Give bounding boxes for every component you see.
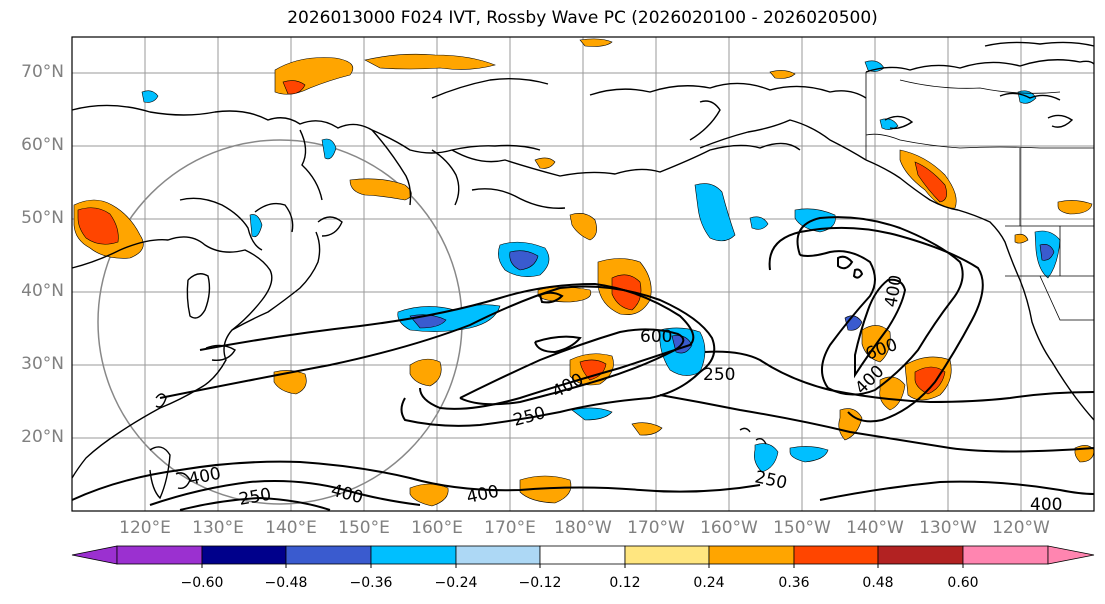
colorbar-bin	[877, 545, 964, 565]
figure-title: 2026013000 F024 IVT, Rossby Wave PC (202…	[287, 8, 878, 28]
colorbar-tick-label: 0.24	[693, 575, 725, 591]
anomaly-patch	[579, 38, 613, 47]
anomaly-patch	[571, 407, 613, 421]
lon-label: 120°W	[992, 518, 1050, 538]
lon-label: 130°E	[192, 518, 244, 538]
colorbar-bin	[708, 545, 795, 565]
colorbar-tick-label: 0.36	[778, 575, 810, 591]
anomaly-patch	[789, 446, 829, 463]
anomaly-patch	[77, 207, 119, 245]
gridlines	[72, 37, 1094, 511]
colorbar-tick-marks	[201, 564, 964, 568]
colorbar-bin	[201, 545, 287, 565]
lon-label: 170°E	[484, 518, 536, 538]
lon-label: 150°W	[773, 518, 831, 538]
colorbar-bin	[539, 545, 626, 565]
colorbar-tick-label: −0.36	[349, 575, 393, 591]
anomaly-patch	[694, 183, 736, 242]
lon-label: 160°W	[700, 518, 758, 538]
lon-label: 140°E	[265, 518, 317, 538]
colorbar-bin	[962, 545, 1049, 565]
colorbar-bin	[116, 545, 203, 565]
lon-label: 140°W	[846, 518, 904, 538]
contour-label: 400	[1030, 495, 1062, 515]
anomaly-patch	[611, 274, 642, 311]
lat-label: 40°N	[21, 281, 64, 301]
contour-label: 250	[703, 365, 735, 385]
anomaly-patch	[141, 90, 159, 103]
anomaly-patch	[1057, 200, 1093, 215]
anomaly-patch	[282, 80, 306, 95]
colorbar-bin	[793, 545, 879, 565]
lon-label: 180°W	[554, 518, 612, 538]
contour-label: 600	[640, 327, 672, 347]
colorbar-tick-label: 0.48	[862, 575, 894, 591]
anomaly-patch	[509, 250, 539, 271]
lat-label: 50°N	[21, 208, 64, 228]
lon-label: 120°E	[119, 518, 171, 538]
lon-label: 150°E	[338, 518, 390, 538]
lon-label: 160°E	[411, 518, 463, 538]
anomaly-patch	[1039, 244, 1055, 261]
anomaly-patch	[409, 483, 449, 507]
borders	[865, 72, 1094, 321]
anomaly-patch	[749, 216, 769, 230]
map-frame	[71, 36, 1095, 512]
anomaly-patch	[364, 53, 496, 70]
coastlines	[71, 41, 1095, 500]
anomaly-patch	[409, 358, 442, 387]
positive-anomaly-patches	[73, 38, 1095, 507]
lat-label: 20°N	[21, 427, 64, 447]
colorbar-tick-label: −0.24	[434, 575, 478, 591]
lon-label: 170°W	[627, 518, 685, 538]
anomaly-patch	[1014, 233, 1029, 244]
anomaly-patch	[754, 443, 779, 473]
anomaly-patch	[769, 70, 796, 79]
anomaly-patch	[349, 178, 412, 201]
colorbar-bin	[370, 545, 457, 565]
colorbar-tick-label: 0.12	[609, 575, 641, 591]
anomaly-patch	[914, 366, 946, 395]
anomaly-patch	[794, 208, 836, 233]
colorbar-tick-label: −0.12	[518, 575, 562, 591]
anomaly-patch	[273, 370, 307, 395]
anomaly-patch	[914, 161, 947, 203]
anomaly-patch	[519, 475, 572, 504]
anomaly-patch	[631, 422, 663, 436]
anomaly-patch	[534, 157, 556, 169]
colorbar-bin	[624, 545, 710, 565]
ivt-contours	[71, 216, 1095, 511]
lat-label: 30°N	[21, 354, 64, 374]
anomaly-patch	[321, 138, 337, 160]
anomaly-patch	[249, 214, 263, 238]
colorbar-tick-label: −0.48	[264, 575, 308, 591]
lat-label: 60°N	[21, 135, 64, 155]
colorbar-under-arrow	[71, 545, 118, 565]
colorbar-tick-label: −0.60	[180, 575, 224, 591]
colorbar	[71, 545, 1095, 568]
colorbar-bin	[285, 545, 372, 565]
lat-label: 70°N	[21, 62, 64, 82]
anomaly-patch	[537, 286, 592, 303]
anomaly-patch	[569, 213, 597, 241]
colorbar-bin	[455, 545, 541, 565]
colorbar-over-arrow	[1047, 545, 1095, 565]
lon-label: 130°W	[919, 518, 977, 538]
colorbar-tick-label: 0.60	[947, 575, 979, 591]
